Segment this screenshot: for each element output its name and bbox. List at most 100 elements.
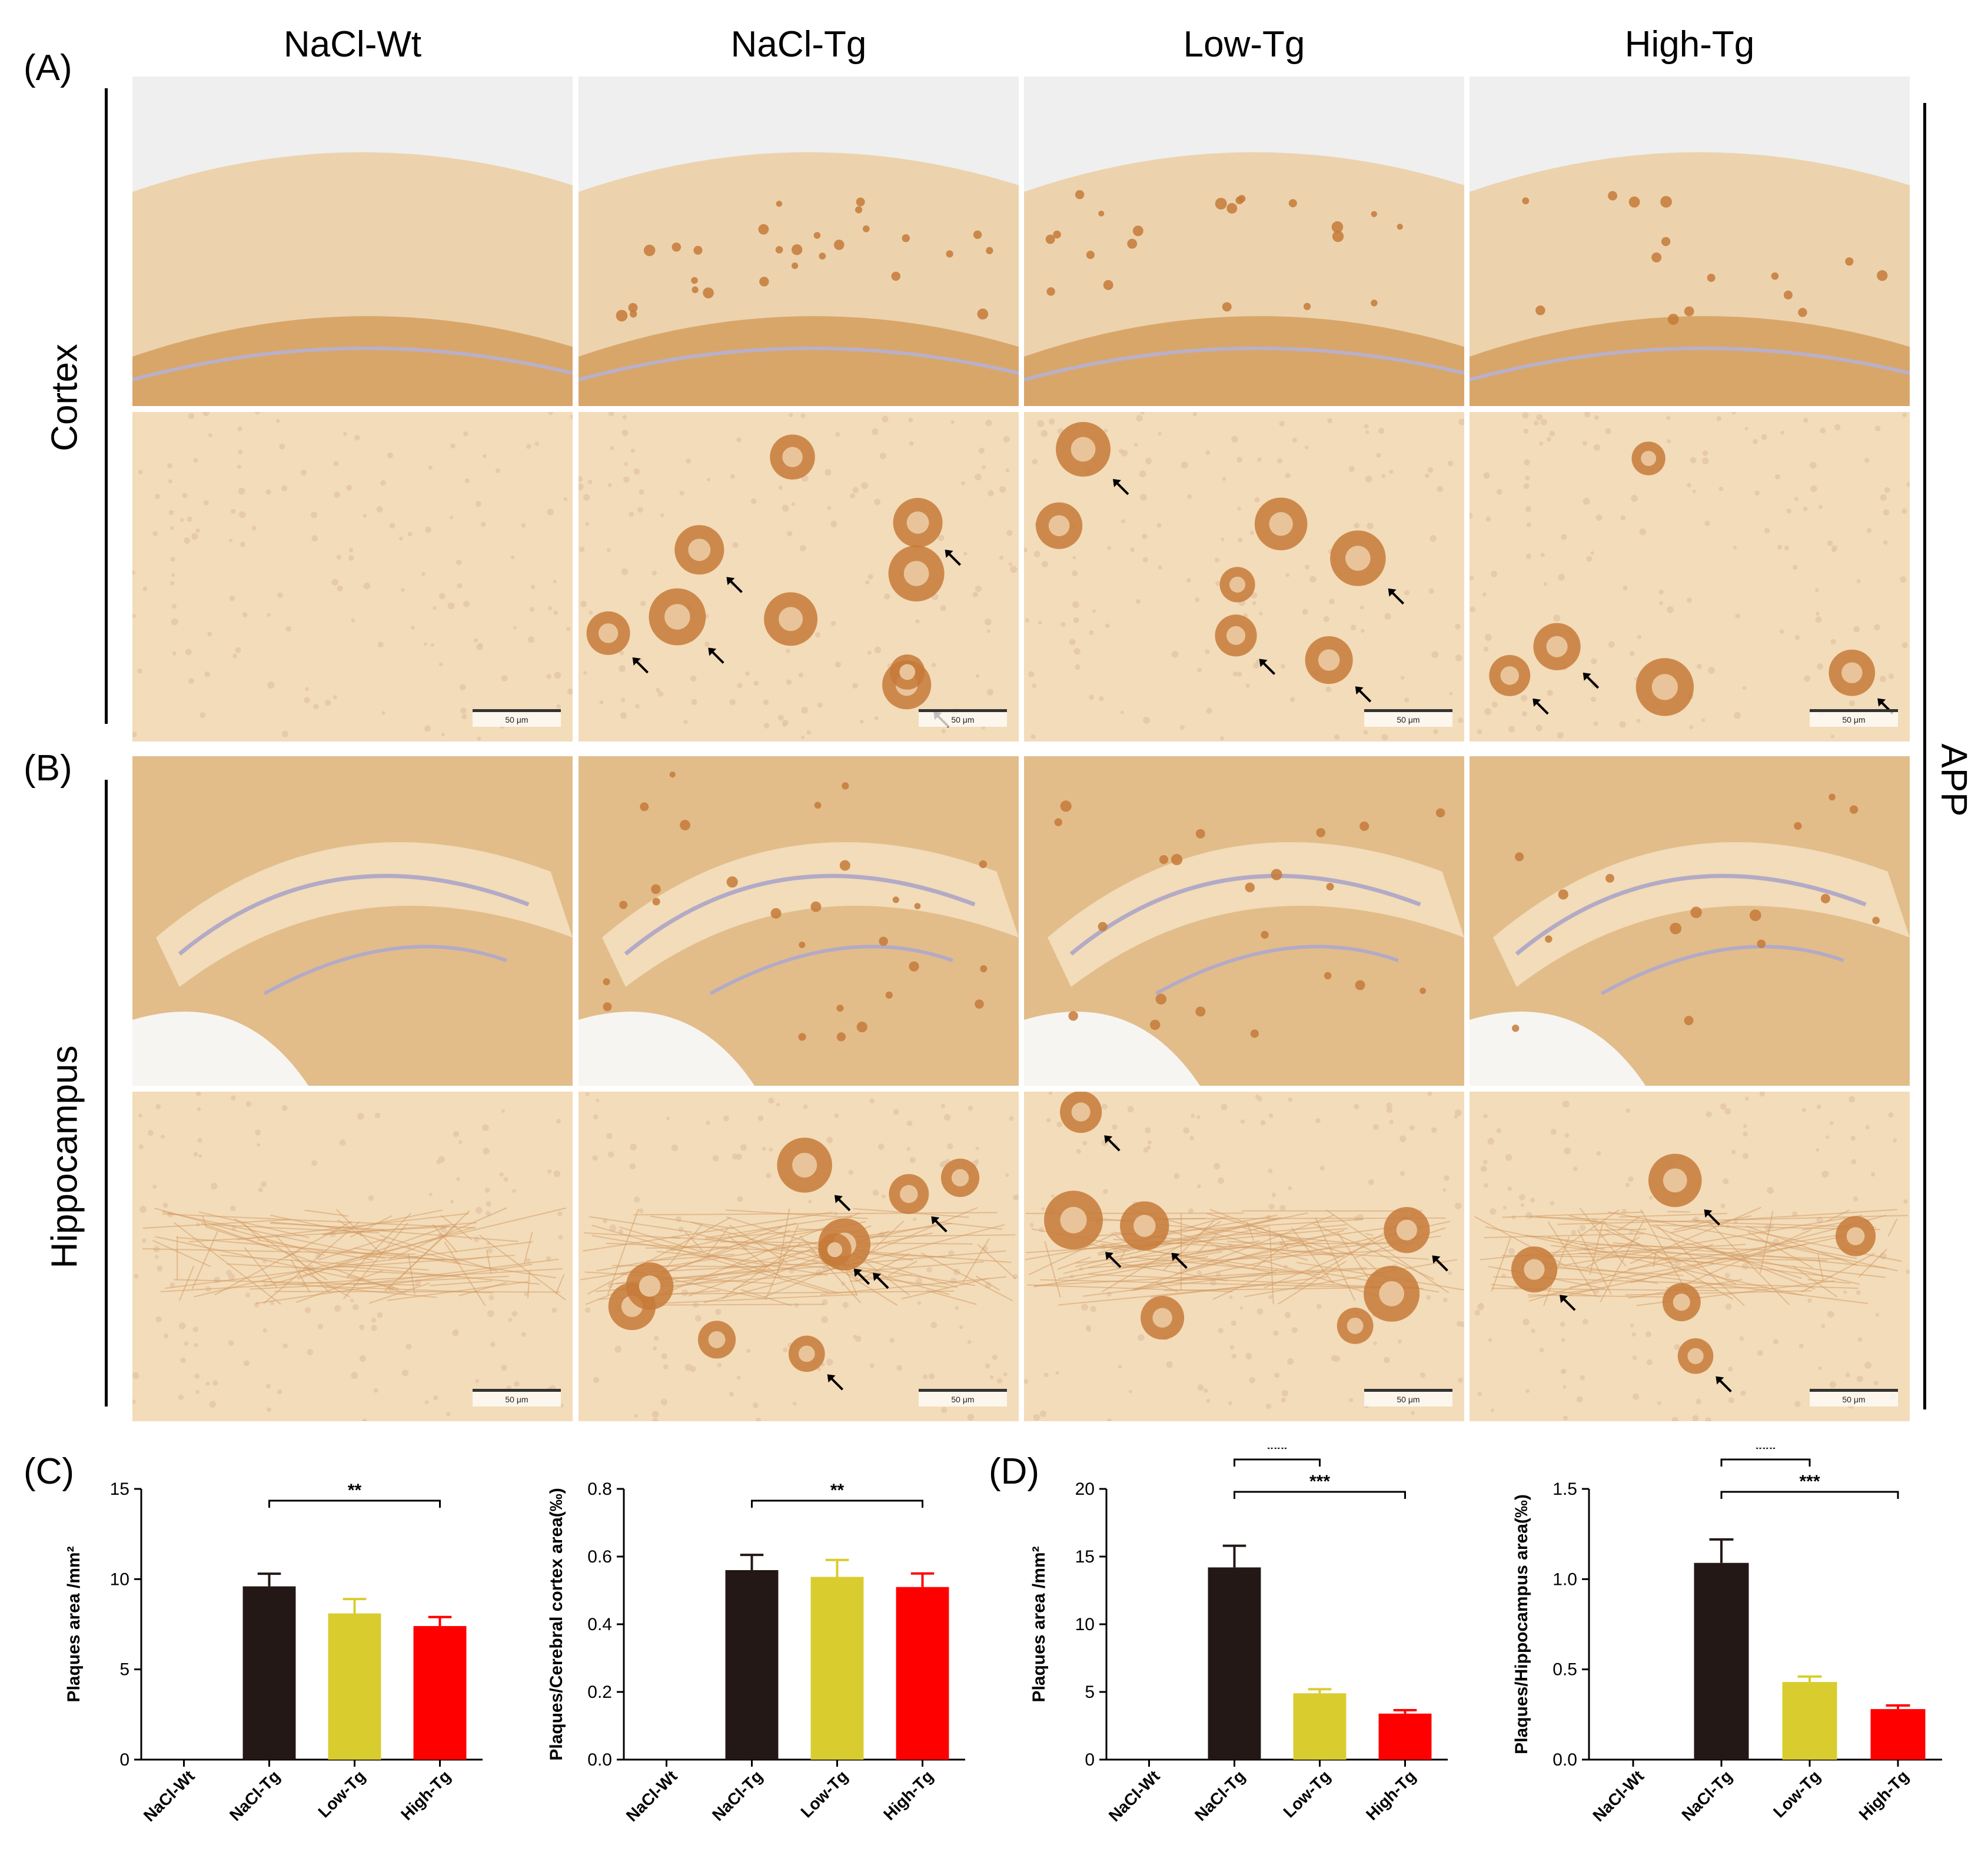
y-tick-label: 15 [110, 1479, 129, 1499]
scale-bar-line [1810, 709, 1898, 712]
x-tick-label: Low-Tg [314, 1767, 368, 1821]
y-tick-label: 0.0 [587, 1750, 612, 1770]
significance-bracket [1720, 1458, 1811, 1467]
scale-bar-line [1810, 1389, 1898, 1392]
significance-bracket [1234, 1491, 1406, 1499]
y-tick-label: 0.0 [1552, 1750, 1577, 1770]
x-tick-label: NaCl-Wt [623, 1767, 681, 1825]
x-tick-label: NaCl-Wt [140, 1767, 198, 1825]
x-tick-label: NaCl-Tg [226, 1767, 284, 1824]
y-tick-label: 0.2 [587, 1683, 612, 1702]
column-title-low-tg: Low-Tg [1183, 24, 1305, 65]
micrograph-hippocampus-detail-nacl-wt: 50 μm [132, 1092, 573, 1421]
x-tick-label: High-Tg [1362, 1767, 1419, 1824]
scale-bar-label: 50 μm [505, 1395, 528, 1404]
micrograph-cortex-detail-nacl-tg: 50 μm [579, 412, 1019, 742]
bar-nacl-tg [1208, 1567, 1261, 1760]
x-tick-label: High-Tg [880, 1767, 937, 1824]
micrograph-hippocampus-overview-low-tg [1024, 756, 1464, 1086]
x-tick-label: NaCl-Wt [1589, 1767, 1647, 1825]
scale-bar-label: 50 μm [1397, 715, 1420, 724]
scale-bar-line [473, 709, 561, 712]
row-label-hippocampus: Hippocampus [44, 1045, 85, 1269]
column-title-nacl-wt: NaCl-Wt [283, 24, 422, 65]
bar-low-tg [328, 1613, 381, 1760]
bar-high-tg [1870, 1709, 1926, 1760]
stain-label-app: APP [1933, 743, 1974, 817]
y-tick-label: 10 [1075, 1615, 1095, 1634]
bar-nacl-tg [725, 1570, 779, 1760]
y-tick-label: 0.4 [587, 1615, 612, 1634]
micrograph-hippocampus-detail-high-tg: 50 μm [1470, 1092, 1910, 1421]
significance-label: ** [348, 1481, 362, 1500]
scale-bar-label: 50 μm [1842, 1395, 1866, 1404]
y-axis-label: Plaques/Hippocampus area(‰) [1512, 1494, 1531, 1754]
x-tick-label: Low-Tg [1279, 1767, 1334, 1821]
y-tick-label: 5 [1085, 1683, 1095, 1702]
y-tick-label: 0.8 [587, 1479, 612, 1499]
y-tick-label: 10 [110, 1570, 129, 1589]
chart-d-plaques-hippocampus-ratio: 0.0 0.5 1.0 1.5 Plaques/Hippocampus area(‰) N… [1483, 1439, 1966, 1848]
scale-bar-line [919, 709, 1007, 712]
micrograph-cortex-overview-nacl-wt [132, 77, 573, 406]
chart-c-left-svg: 0 5 10 15 Plaques area /mm² NaCl-Wt NaCl-Tg Low… [64, 1479, 483, 1825]
x-tick-label: NaCl-Wt [1105, 1767, 1163, 1825]
scale-bar: 50 μm [473, 1389, 561, 1407]
bar-nacl-tg [242, 1586, 296, 1760]
micrograph-hippocampus-overview-nacl-wt [132, 756, 573, 1086]
scale-bar: 50 μm [1810, 709, 1898, 727]
y-tick-label: 0 [119, 1750, 129, 1770]
micrograph-cortex-overview-nacl-tg [579, 77, 1019, 406]
scale-bar-label: 50 μm [1842, 715, 1866, 724]
significance-bracket [1720, 1491, 1899, 1499]
scale-bar-line [1364, 709, 1452, 712]
micrograph-hippocampus-detail-low-tg: 50 μm [1024, 1092, 1464, 1421]
stain-bracket [1923, 103, 1926, 1409]
micrograph-hippocampus-detail-nacl-tg: 50 μm [579, 1092, 1019, 1421]
micrograph-hippocampus-overview-high-tg [1470, 756, 1910, 1086]
column-title-high-tg: High-Tg [1624, 24, 1755, 65]
row-bracket-hippocampus [105, 780, 108, 1407]
scale-bar-label: 50 μm [951, 1395, 975, 1404]
scale-bar-label: 50 μm [1397, 1395, 1420, 1404]
bar-nacl-tg [1694, 1562, 1749, 1760]
scale-bar-label: 50 μm [951, 715, 975, 724]
y-axis-label: Plaques area /mm² [1029, 1546, 1049, 1702]
row-bracket-cortex [105, 88, 108, 724]
x-tick-label: NaCl-Tg [1678, 1767, 1736, 1824]
x-tick-label: NaCl-Tg [709, 1767, 766, 1824]
micrograph-cortex-detail-high-tg: 50 μm [1470, 412, 1910, 742]
x-tick-label: High-Tg [397, 1767, 454, 1824]
scale-bar-line [473, 1389, 561, 1392]
y-axis-label: Plaques area /mm² [64, 1546, 84, 1702]
micrograph-cortex-overview-low-tg [1024, 77, 1464, 406]
significance-label: *** [1799, 1472, 1820, 1491]
chart-d-left-svg: 0 5 10 15 20 Plaques area /mm² NaCl-Wt NaCl-Tg L… [1029, 1439, 1448, 1825]
scale-bar: 50 μm [919, 709, 1007, 727]
chart-d-plaques-area: 0 5 10 15 20 Plaques area /mm² NaCl-Wt NaCl-Tg L… [1000, 1439, 1471, 1848]
scale-bar: 50 μm [1364, 1389, 1452, 1407]
chart-c-right-svg: 0.0 0.2 0.4 0.6 0.8 Plaques/Cerebral cortex a… [547, 1479, 965, 1825]
significance-label: ** [830, 1481, 845, 1500]
micrograph-cortex-detail-nacl-wt: 50 μm [132, 412, 573, 742]
significance-label: *** [1755, 1448, 1776, 1459]
scale-bar-label: 50 μm [505, 715, 528, 724]
micrograph-cortex-overview-high-tg [1470, 77, 1910, 406]
y-tick-label: 0 [1085, 1750, 1095, 1770]
chart-c-plaques-area: 0 5 10 15 Plaques area /mm² NaCl-Wt NaCl-Tg Low… [35, 1448, 506, 1848]
y-tick-label: 1.5 [1552, 1479, 1577, 1499]
scale-bar: 50 μm [1810, 1389, 1898, 1407]
scale-bar: 50 μm [919, 1389, 1007, 1407]
bar-high-tg [413, 1626, 467, 1760]
x-tick-label: Low-Tg [1770, 1767, 1824, 1821]
x-tick-label: High-Tg [1856, 1767, 1913, 1824]
panel-label-d: (D) [989, 1451, 1040, 1492]
bar-low-tg [1293, 1693, 1347, 1760]
chart-c-plaques-cortex-ratio: 0.0 0.2 0.4 0.6 0.8 Plaques/Cerebral cortex a… [518, 1448, 989, 1848]
significance-bracket [268, 1499, 441, 1508]
significance-bracket [1234, 1458, 1321, 1467]
scale-bar: 50 μm [473, 709, 561, 727]
y-tick-label: 5 [119, 1660, 129, 1680]
micrograph-cortex-detail-low-tg: 50 μm [1024, 412, 1464, 742]
x-tick-label: Low-Tg [797, 1767, 851, 1821]
